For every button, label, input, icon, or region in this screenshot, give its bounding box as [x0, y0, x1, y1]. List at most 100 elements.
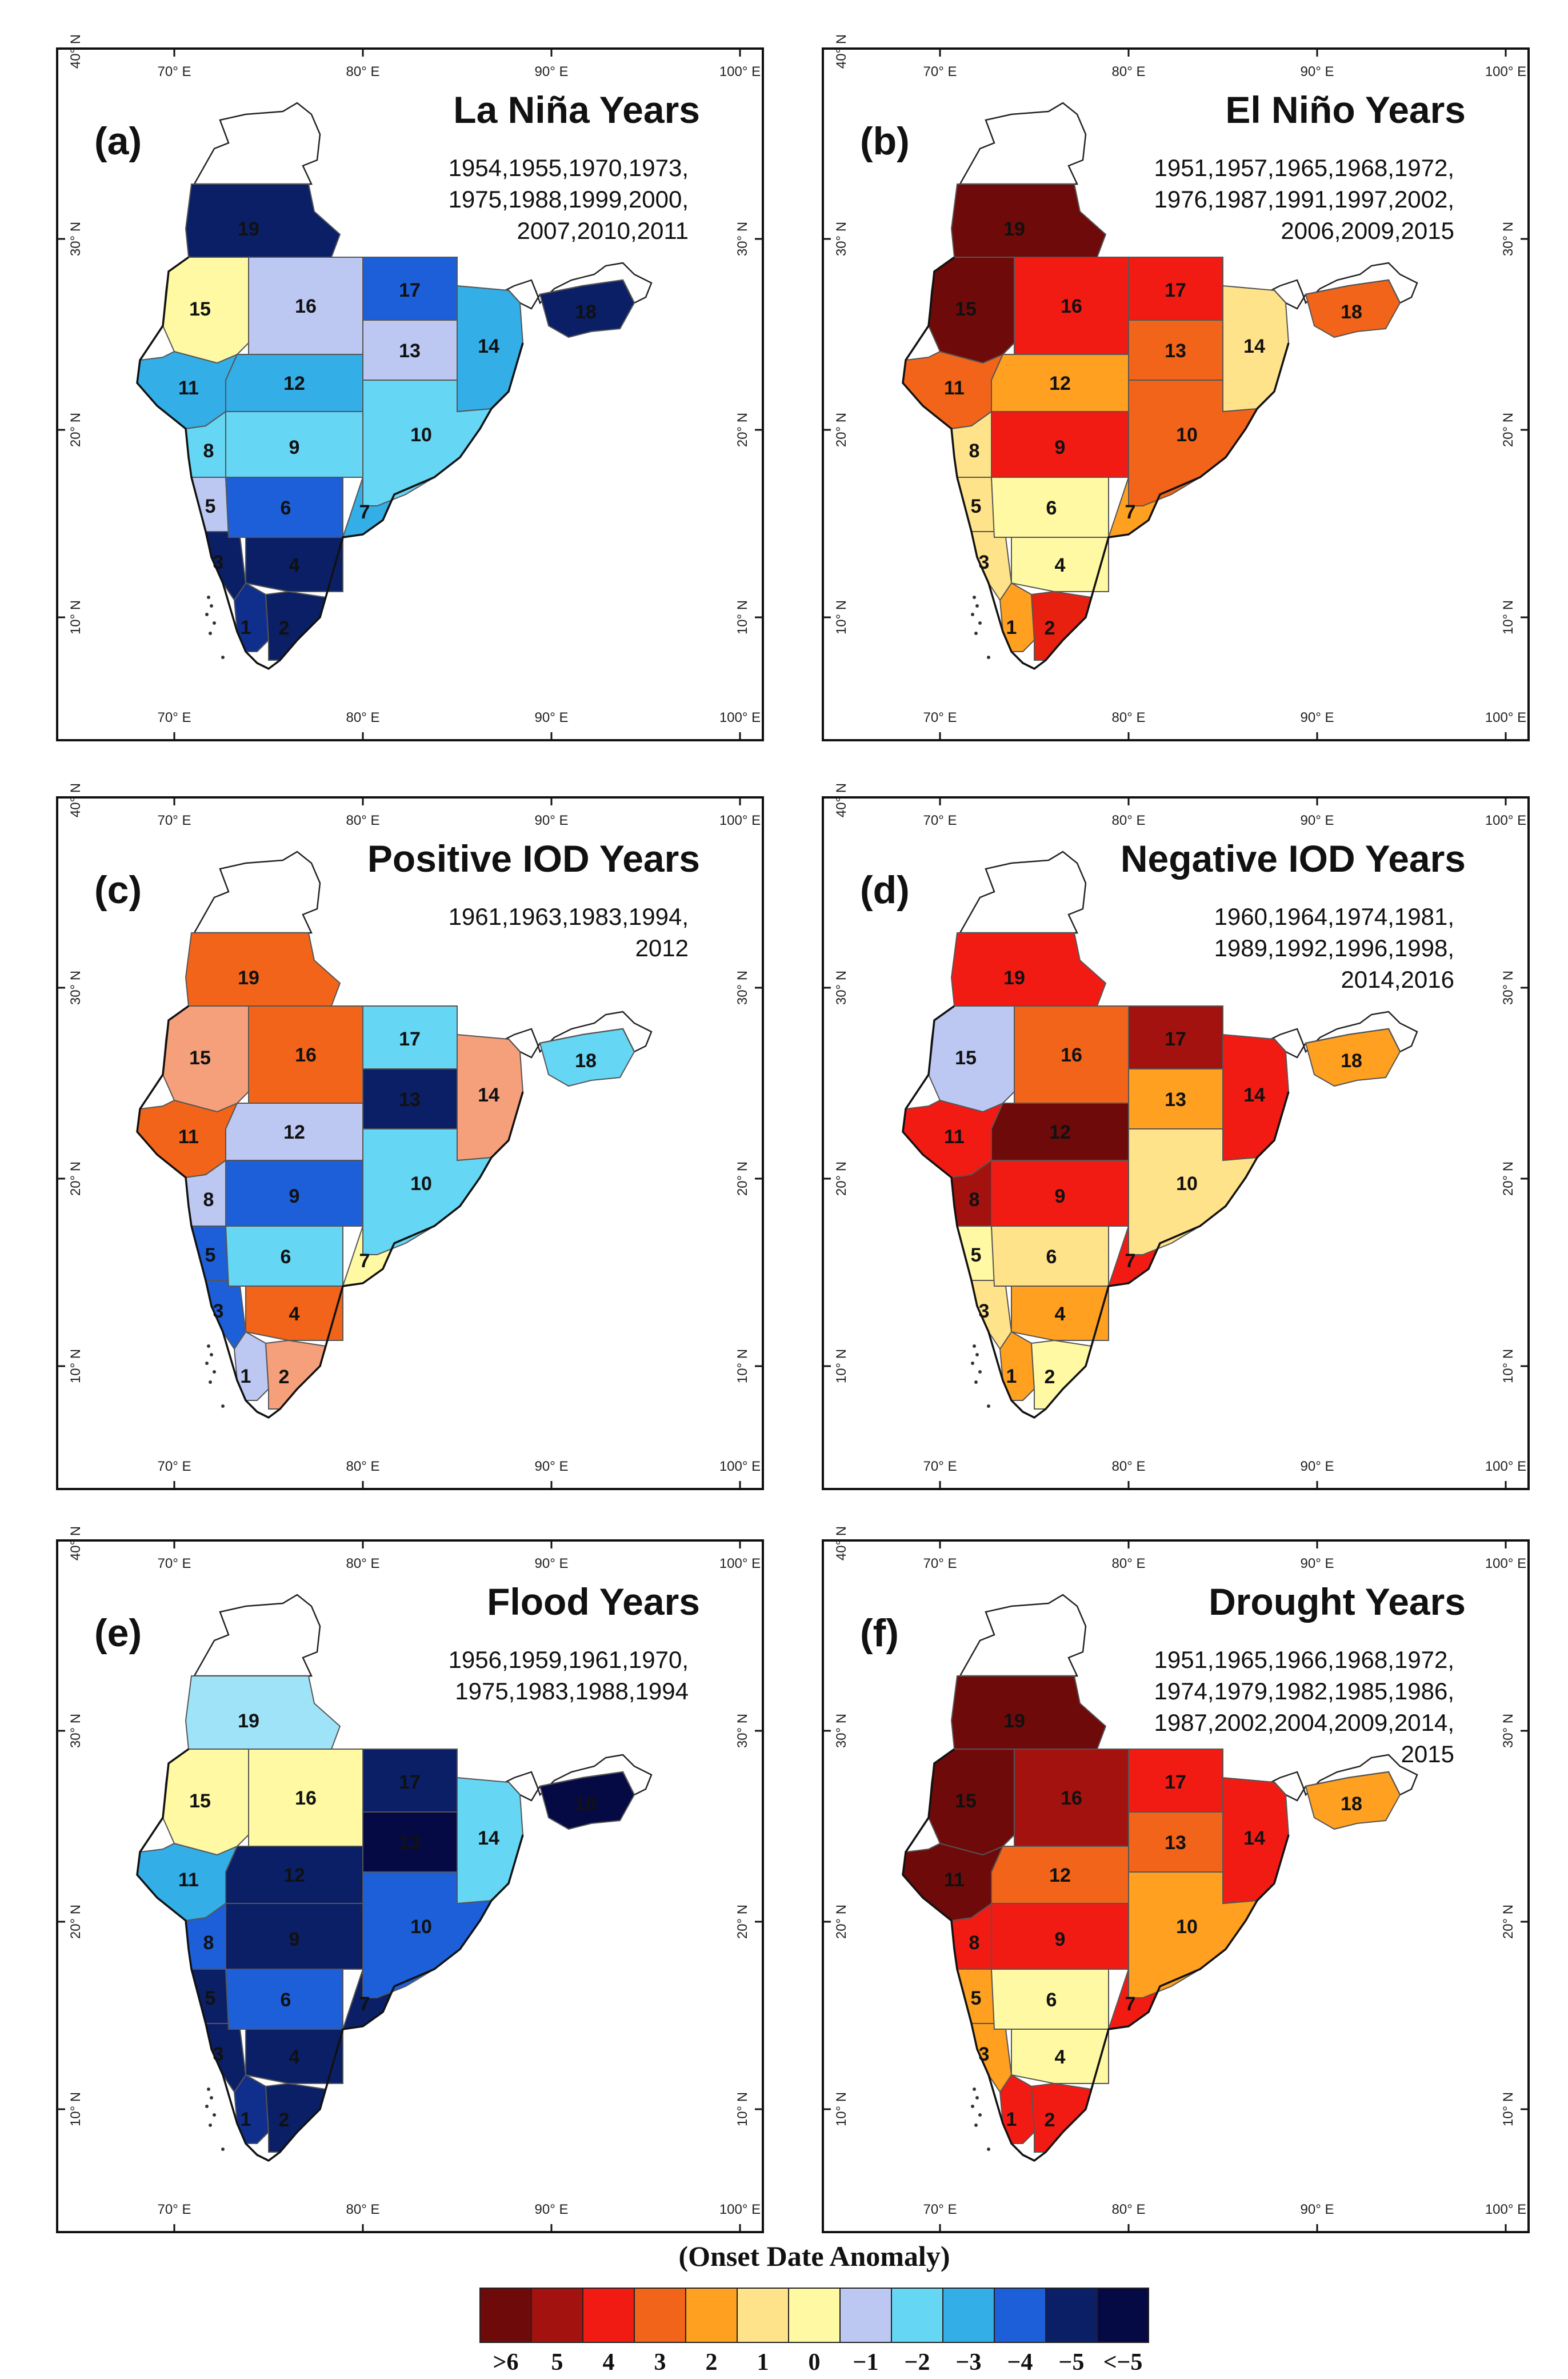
- subdivision-label-4: 4: [1055, 1303, 1066, 1325]
- legend-swatch: [582, 2288, 635, 2343]
- legend-swatch: [685, 2288, 738, 2343]
- subdivision-18: [1305, 1771, 1401, 1830]
- lon-label: 90° E: [535, 1556, 569, 1571]
- subdivision-label-11: 11: [178, 1869, 199, 1891]
- legend-swatch: [891, 2288, 943, 2343]
- lon-label: 90° E: [535, 2202, 569, 2217]
- island-dot: [974, 632, 978, 635]
- subdivision-label-9: 9: [289, 1185, 300, 1207]
- subdivision-label-16: 16: [295, 296, 317, 317]
- legend-label: −4: [1007, 2349, 1033, 2371]
- subdivision-label-14: 14: [478, 336, 499, 357]
- years-line: 1974,1979,1982,1985,1986,: [1154, 1678, 1454, 1705]
- subdivision-label-3: 3: [213, 1300, 224, 1322]
- subdivision-label-3: 3: [213, 2043, 224, 2065]
- subdivision-label-9: 9: [289, 1929, 300, 1950]
- subdivision-label-4: 4: [289, 1303, 300, 1325]
- years-line: 1975,1983,1988,1994: [455, 1678, 689, 1705]
- lon-label: 90° E: [1301, 1459, 1334, 1474]
- subdivision-18: [539, 1771, 635, 1830]
- subdivision-label-18: 18: [575, 1050, 597, 1072]
- lat-label: 10° N: [68, 2092, 83, 2126]
- lat-label: 40° N: [834, 1526, 849, 1560]
- subdivision-label-8: 8: [203, 1932, 214, 1954]
- lat-label: 40° N: [68, 34, 83, 69]
- lon-label: 100° E: [1485, 710, 1526, 725]
- subdivision-label-19: 19: [1003, 218, 1025, 240]
- north-outline: [958, 1594, 1087, 1677]
- lon-label: 70° E: [923, 1556, 957, 1571]
- subdivision-label-4: 4: [289, 2046, 300, 2068]
- subdivision-label-1: 1: [241, 2109, 251, 2130]
- lat-label: 30° N: [834, 971, 849, 1005]
- subdivision-18: [1305, 279, 1401, 338]
- panel-letter: (f): [860, 1611, 899, 1655]
- subdivision-label-10: 10: [410, 1916, 432, 1938]
- legend-label: 2: [706, 2349, 718, 2371]
- lat-label: 30° N: [834, 222, 849, 256]
- coastline: [136, 1748, 524, 2162]
- panel-title: Flood Years: [487, 1580, 700, 1623]
- legend-label: 5: [551, 2349, 563, 2371]
- subdivision-label-17: 17: [1165, 280, 1186, 301]
- lat-label: 20° N: [735, 413, 750, 447]
- lat-label: 20° N: [834, 1161, 849, 1196]
- subdivision-label-19: 19: [1003, 1710, 1025, 1732]
- panel-letter: (b): [860, 119, 910, 163]
- panel-letter: (e): [94, 1611, 142, 1655]
- lat-label: 10° N: [1501, 600, 1516, 634]
- years-line: 1960,1964,1974,1981,: [1214, 903, 1454, 930]
- lat-label: 40° N: [68, 783, 83, 817]
- map-frame: [56, 796, 764, 1490]
- subdivision-label-13: 13: [1165, 1832, 1186, 1854]
- subdivision-label-11: 11: [944, 1126, 965, 1148]
- subdivision-17: [362, 1005, 458, 1069]
- subdivision-label-10: 10: [410, 1173, 432, 1195]
- map-svg: 70° E 70° E 80° E 80° E 90° E 90° E 100° E 100°…: [822, 1526, 1530, 2233]
- subdivision-label-8: 8: [203, 440, 214, 462]
- subdivision-label-5: 5: [205, 496, 216, 517]
- subdivision-label-13: 13: [399, 340, 421, 362]
- panel-b-el-nino: 70° E 70° E 80° E 80° E 90° E 90° E 100° E 100°…: [822, 34, 1530, 741]
- panel-d-negative-iod: 70° E 70° E 80° E 80° E 90° E 90° E 100° E 100°…: [822, 783, 1530, 1490]
- subdivision-label-16: 16: [1061, 1787, 1082, 1809]
- subdivision-label-3: 3: [979, 552, 990, 573]
- island-dot: [221, 656, 225, 659]
- lon-label: 70° E: [158, 1459, 191, 1474]
- north-outline: [193, 851, 321, 934]
- coastline: [136, 1005, 524, 1419]
- lon-label: 90° E: [535, 813, 569, 828]
- subdivision-label-11: 11: [178, 1126, 199, 1148]
- legend-swatch: [839, 2288, 892, 2343]
- subdivision-19: [185, 183, 341, 258]
- subdivision-label-7: 7: [1125, 501, 1136, 523]
- island-dot: [975, 1353, 979, 1356]
- island-dot: [973, 2087, 976, 2091]
- subdivision-label-14: 14: [478, 1827, 499, 1849]
- map-frame: [822, 47, 1530, 741]
- lon-label: 80° E: [1112, 2202, 1146, 2217]
- subdivision-label-3: 3: [979, 2043, 990, 2065]
- lat-label: 10° N: [834, 600, 849, 634]
- legend-swatch: [942, 2288, 995, 2343]
- lat-label: 40° N: [834, 34, 849, 69]
- lon-label: 100° E: [1485, 2202, 1526, 2217]
- subdivision-label-17: 17: [1165, 1771, 1186, 1793]
- lon-label: 90° E: [1301, 64, 1334, 79]
- legend-swatch: [994, 2288, 1046, 2343]
- subdivision-2: [1030, 2082, 1093, 2153]
- island-dot: [205, 2105, 209, 2108]
- subdivision-label-8: 8: [969, 440, 980, 462]
- subdivision-label-13: 13: [399, 1832, 421, 1854]
- subdivision-label-1: 1: [1006, 617, 1017, 638]
- lat-label: 10° N: [735, 600, 750, 634]
- subdivision-label-6: 6: [281, 497, 291, 519]
- subdivision-label-5: 5: [971, 1987, 982, 2009]
- subdivision-17: [1128, 1005, 1223, 1069]
- subdivision-label-12: 12: [283, 1865, 305, 1886]
- island-dot: [973, 596, 976, 599]
- lat-label: 30° N: [68, 1714, 83, 1748]
- island-dot: [210, 604, 213, 608]
- subdivision-label-18: 18: [1341, 1050, 1362, 1072]
- subdivision-17: [1128, 257, 1223, 321]
